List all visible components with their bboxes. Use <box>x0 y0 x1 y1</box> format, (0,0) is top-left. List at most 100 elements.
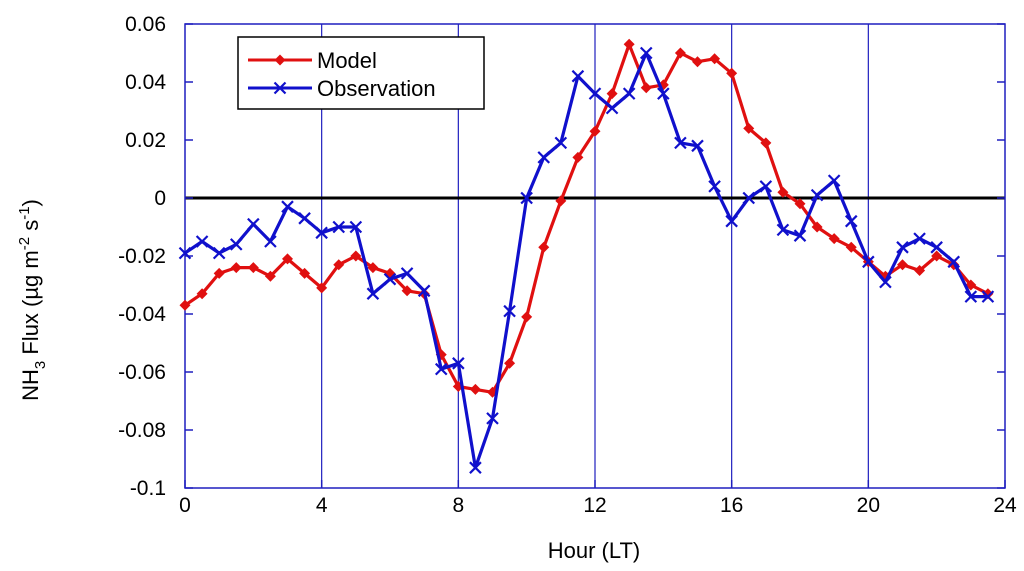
legend-label-model: Model <box>317 48 377 73</box>
data-point <box>914 265 926 276</box>
y-ticks: -0.1 -0.08 -0.06 -0.04 -0.02 0 0.02 0.04 0.06 <box>118 13 1005 500</box>
data-point <box>572 151 584 163</box>
y-tick-label: -0.06 <box>118 361 166 384</box>
data-point <box>913 232 926 245</box>
data-point <box>845 241 857 253</box>
series-observation <box>178 46 995 474</box>
data-point <box>896 241 909 254</box>
data-point <box>588 87 602 100</box>
data-point <box>605 101 619 115</box>
data-point <box>178 246 192 260</box>
data-point <box>760 137 772 149</box>
data-point <box>897 259 908 271</box>
data-point <box>776 223 790 237</box>
data-point <box>332 220 346 234</box>
data-point <box>555 195 567 207</box>
data-point <box>930 241 943 254</box>
legend-marker-model <box>274 54 286 66</box>
data-point <box>743 122 755 134</box>
data-point <box>708 180 721 193</box>
y-axis-title-part: g m <box>18 250 43 287</box>
data-point <box>657 87 670 100</box>
legend-marker-observation <box>273 81 287 95</box>
data-point <box>589 125 601 137</box>
x-tick-label: 0 <box>179 494 191 517</box>
series <box>178 38 995 474</box>
data-point <box>947 255 961 269</box>
data-point <box>844 214 858 228</box>
data-point <box>554 136 568 150</box>
data-point <box>726 67 738 79</box>
data-point <box>195 235 209 248</box>
y-tick-label: 0.04 <box>125 71 166 94</box>
data-point <box>964 290 978 303</box>
data-point <box>639 46 653 60</box>
data-point <box>333 259 345 271</box>
legend-marker <box>273 81 287 95</box>
data-point <box>709 53 721 65</box>
legend-box <box>237 36 485 110</box>
data-point <box>298 212 311 225</box>
data-point <box>503 304 516 318</box>
legend-marker <box>274 54 286 66</box>
legend: Model Observation <box>237 36 485 110</box>
data-point <box>793 229 807 242</box>
y-tick-label: -0.1 <box>130 477 166 500</box>
y-tick-label: 0.02 <box>125 129 166 152</box>
y-axis-title-part: NH <box>18 369 43 401</box>
data-point <box>434 362 448 376</box>
data-point <box>400 267 414 280</box>
data-point <box>520 191 533 205</box>
x-tick-label: 16 <box>720 494 743 517</box>
data-point <box>469 461 482 474</box>
data-point <box>349 220 363 234</box>
data-point <box>230 262 242 274</box>
data-point <box>350 250 362 262</box>
x-tick-label: 8 <box>452 494 464 517</box>
data-point <box>777 186 789 198</box>
x-tick-label: 20 <box>857 494 880 517</box>
data-point <box>725 214 738 228</box>
data-point <box>622 87 636 100</box>
data-point <box>401 285 413 297</box>
data-point <box>811 221 823 233</box>
y-axis-title-part: Flux ( <box>18 299 43 361</box>
data-point <box>537 151 551 164</box>
data-point <box>810 188 824 202</box>
data-point <box>247 217 260 231</box>
data-point <box>383 272 397 286</box>
y-axis-title-sub: 3 <box>32 361 49 369</box>
data-point <box>213 267 225 279</box>
data-point <box>674 47 686 59</box>
data-point <box>521 311 533 323</box>
data-point <box>981 290 995 303</box>
data-point <box>571 69 585 83</box>
y-axis-title-mu: µ <box>18 287 43 300</box>
data-point <box>931 250 943 262</box>
data-point <box>759 180 773 193</box>
data-point <box>212 246 226 260</box>
data-point <box>452 357 465 370</box>
data-point <box>606 88 618 100</box>
data-point <box>179 299 191 311</box>
data-point <box>623 38 635 50</box>
data-point <box>827 174 841 187</box>
x-tick-label: 12 <box>583 494 606 517</box>
data-point <box>691 139 704 153</box>
y-axis-title-part: ) <box>18 199 43 206</box>
y-axis-title: NH3 Flux (µg m-2 s-1) <box>16 199 49 401</box>
data-point <box>229 238 243 251</box>
data-point <box>794 198 806 210</box>
legend-label-observation: Observation <box>317 76 436 101</box>
x-tick-label: 24 <box>993 494 1017 517</box>
data-point <box>674 136 687 150</box>
data-point <box>316 282 328 294</box>
data-point <box>315 226 328 240</box>
data-point <box>828 233 840 245</box>
data-point <box>692 56 703 68</box>
data-point <box>417 284 431 298</box>
data-point <box>469 383 481 395</box>
data-point <box>264 235 277 248</box>
data-point <box>299 267 311 279</box>
data-point <box>742 191 756 205</box>
